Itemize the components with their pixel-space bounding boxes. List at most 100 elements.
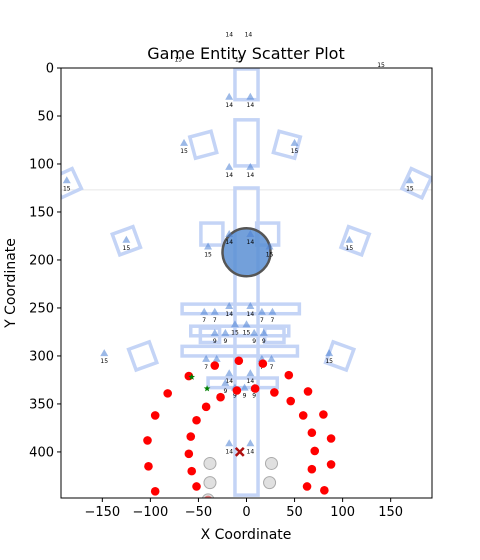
triangle-label: 7 (271, 317, 275, 324)
triangle-point (325, 349, 334, 357)
triangle-point (250, 328, 259, 336)
triangle-label: 14 (225, 239, 233, 246)
triangle-label: 7 (260, 317, 264, 324)
triangle-label: 15 (346, 245, 354, 252)
triangle-point (225, 162, 234, 170)
triangle-label: 14 (247, 448, 255, 455)
y-tick-label: 50 (37, 109, 54, 124)
red-point (270, 388, 279, 397)
square-shape (110, 224, 143, 258)
triangle-label: 15 (63, 185, 71, 192)
triangle-point (246, 230, 255, 238)
outside-labels: 14 14 15 15 15 (174, 31, 385, 69)
triangle-point (212, 354, 221, 362)
triangle-point (221, 378, 230, 386)
y-tick-label: 0 (46, 62, 54, 77)
triangle-label: 9 (223, 388, 227, 395)
entity-label: 14 (245, 31, 253, 38)
x-tick-label: −50 (185, 505, 212, 520)
gray-point (201, 493, 215, 498)
red-point (326, 460, 336, 469)
square-shape (338, 224, 372, 258)
triangle-label: 9 (243, 393, 247, 400)
triangle-label: 7 (213, 317, 217, 324)
triangle-point (122, 235, 131, 243)
entity-label: 15 (377, 62, 385, 69)
triangle-label: 15 (231, 329, 239, 336)
red-point (184, 449, 194, 459)
axis-ticks: −150 −100 −50 0 50 100 150 0 50 100 150 200 250 300 35… (29, 62, 403, 521)
y-tick-label: 150 (29, 205, 54, 220)
triangle-point (405, 176, 414, 184)
x-marker (234, 447, 245, 457)
y-tick-label: 350 (29, 397, 54, 412)
x-tick-label: −150 (84, 505, 120, 520)
red-point (258, 359, 268, 368)
triangle-point (202, 354, 211, 362)
triangle-point (259, 328, 268, 336)
triangle-label: 14 (247, 102, 255, 109)
red-point (216, 392, 225, 402)
red-point (284, 370, 294, 380)
x-tick-label: −100 (133, 505, 169, 520)
gray-point (203, 456, 217, 470)
y-tick-label: 200 (29, 253, 54, 268)
triangle-point (246, 439, 255, 447)
red-point (144, 462, 153, 471)
red-point (232, 386, 242, 395)
triangle-label: 9 (262, 338, 266, 345)
red-point (307, 428, 317, 438)
rect-shape (180, 302, 302, 316)
circle-marker (221, 227, 272, 278)
triangle-label: 9 (252, 338, 256, 345)
triangle-point (225, 230, 234, 238)
gray-point (263, 476, 277, 490)
red-point (187, 466, 197, 476)
green-stars (188, 373, 211, 392)
triangle-label: 7 (270, 364, 274, 371)
triangle-label: 14 (225, 311, 233, 318)
triangle-point (225, 92, 234, 100)
red-point (201, 402, 211, 412)
triangle-label: 15 (291, 148, 299, 155)
triangle-point (246, 369, 255, 377)
triangle-label: 14 (225, 102, 233, 109)
x-tick-label: 100 (330, 505, 355, 520)
triangle-point (345, 235, 354, 243)
square-shape (61, 166, 84, 201)
triangle-label: 14 (247, 378, 255, 385)
red-point (150, 486, 160, 496)
y-tick-label: 400 (29, 445, 54, 460)
triangle-point (267, 354, 276, 362)
triangle-point (230, 320, 239, 328)
triangle-point (242, 320, 251, 328)
rect-shape (233, 118, 260, 168)
triangle-label: 7 (202, 317, 206, 324)
triangle-point (62, 176, 71, 184)
red-point (320, 486, 329, 495)
triangle-label: 14 (247, 311, 255, 318)
y-tick-label: 300 (29, 349, 54, 364)
x-axis-label: X Coordinate (201, 527, 292, 543)
triangle-label: 15 (180, 148, 188, 155)
x-tick-label: 0 (242, 505, 250, 520)
triangle-label: 15 (243, 329, 251, 336)
y-tick-label: 250 (29, 301, 54, 316)
green-star (188, 373, 196, 380)
red-point (186, 432, 196, 441)
green-star (203, 385, 211, 392)
triangle-point (265, 242, 274, 250)
red-point (319, 410, 328, 419)
square-shape (271, 129, 303, 161)
red-point (250, 384, 260, 393)
x-marker-stroke (234, 447, 245, 457)
triangle-point (246, 162, 255, 170)
red-point (150, 411, 160, 420)
rect-shape (198, 326, 222, 345)
triangle-point (100, 349, 109, 357)
square-shape (126, 339, 160, 373)
